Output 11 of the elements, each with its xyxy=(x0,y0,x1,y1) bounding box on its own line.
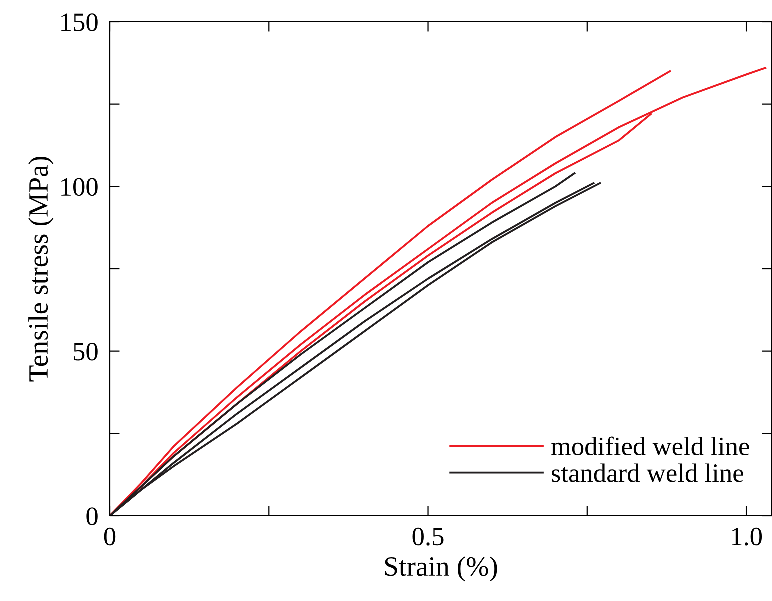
legend-label: standard weld line xyxy=(552,464,744,482)
legend-label: modified weld line xyxy=(551,436,750,456)
x-tick-label: 1.0 xyxy=(732,528,762,546)
x-tick-label: 0 xyxy=(104,528,116,546)
y-tick-label: 150 xyxy=(62,14,98,32)
y-tick-label: 50 xyxy=(74,342,98,361)
x-tick-label: 0.5 xyxy=(412,528,444,546)
y-tick-label: 100 xyxy=(62,178,98,196)
y-axis-title: Tensile stress (MPa) xyxy=(28,157,54,382)
x-axis-title: Strain (%) xyxy=(385,556,498,582)
y-tick-label: 0 xyxy=(86,508,98,526)
